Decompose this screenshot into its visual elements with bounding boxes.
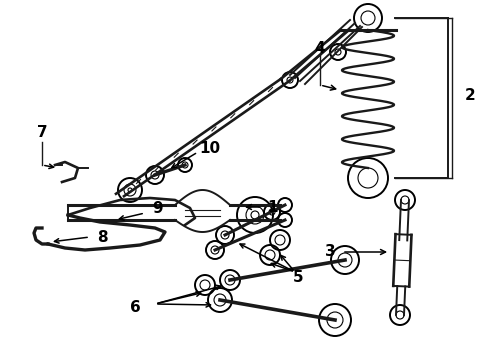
Text: 5: 5: [293, 270, 303, 285]
Text: 8: 8: [97, 230, 107, 244]
Circle shape: [401, 196, 409, 204]
Text: 6: 6: [130, 301, 140, 315]
Circle shape: [251, 211, 259, 219]
Text: 4: 4: [315, 41, 325, 55]
Circle shape: [396, 311, 404, 319]
Text: 9: 9: [153, 201, 163, 216]
Text: 7: 7: [37, 125, 48, 140]
Circle shape: [128, 188, 132, 192]
Text: 2: 2: [465, 87, 475, 103]
Text: 10: 10: [199, 140, 220, 156]
Text: 1: 1: [268, 199, 278, 215]
Text: 3: 3: [325, 244, 335, 260]
